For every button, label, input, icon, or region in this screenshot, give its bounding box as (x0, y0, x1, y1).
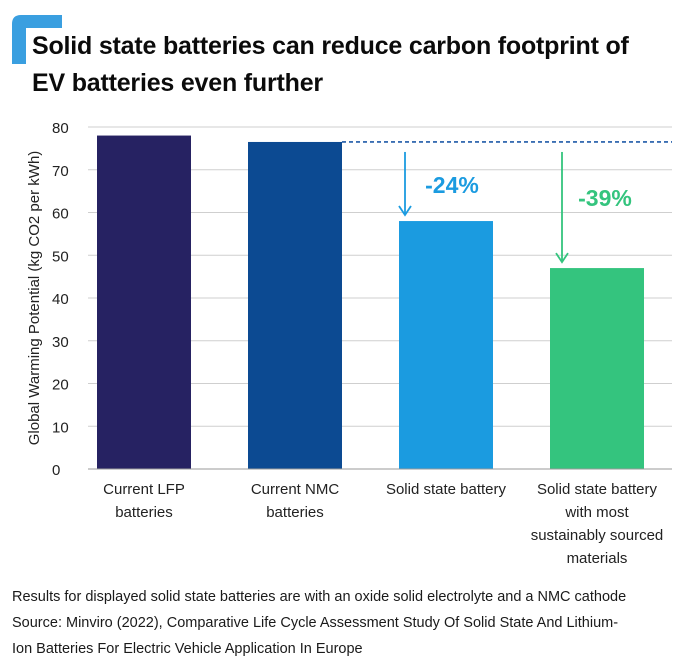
x-category-label: Current NMC (251, 481, 340, 498)
y-tick-label: 60 (52, 206, 69, 223)
bar (550, 268, 644, 469)
y-tick-label: 40 (52, 291, 69, 308)
bar (97, 135, 191, 470)
x-category-label: sustainably sourced (531, 527, 664, 544)
x-category-label: with most (564, 504, 629, 521)
footnote-line-2: Source: Minviro (2022), Comparative Life… (12, 615, 619, 631)
y-tick-label: 0 (52, 462, 60, 479)
y-tick-label: 80 (52, 120, 69, 137)
percent-reduction-label: -39% (578, 185, 632, 211)
x-category-label: materials (567, 550, 628, 567)
footnote-line-1: Results for displayed solid state batter… (12, 589, 627, 605)
y-tick-label: 30 (52, 334, 69, 351)
chart-title-line-1: Solid state batteries can reduce carbon … (32, 32, 629, 60)
y-tick-label: 70 (52, 163, 69, 180)
arrow-head (555, 252, 569, 264)
x-category-label: Solid state battery (537, 481, 658, 498)
bar-chart: 0 10 20 30 40 50 60 70 80 Global Warming Potentia… (26, 120, 672, 567)
y-tick-label: 10 (52, 419, 69, 436)
footnote-line-3: Ion Batteries For Electric Vehicle Appli… (12, 641, 363, 657)
x-category-label: Current LFP (103, 481, 185, 498)
x-category-label: Solid state battery (386, 481, 507, 498)
chart-title: Solid state batteries can reduce carbon … (32, 28, 682, 102)
x-category-label: batteries (115, 504, 173, 521)
y-tick-label: 50 (52, 248, 69, 265)
chart-title-line-2: EV batteries even further (32, 69, 323, 97)
x-category-label: batteries (266, 504, 324, 521)
y-tick-label: 20 (52, 377, 69, 394)
bar (399, 221, 493, 469)
percent-reduction-label: -24% (425, 172, 479, 198)
y-axis-label: Global Warming Potential (kg CO2 per kWh… (26, 151, 43, 446)
bar (248, 141, 342, 469)
arrow-head (398, 205, 412, 217)
footnote: Results for displayed solid state batter… (12, 584, 688, 662)
title-accent-mark (12, 15, 62, 64)
